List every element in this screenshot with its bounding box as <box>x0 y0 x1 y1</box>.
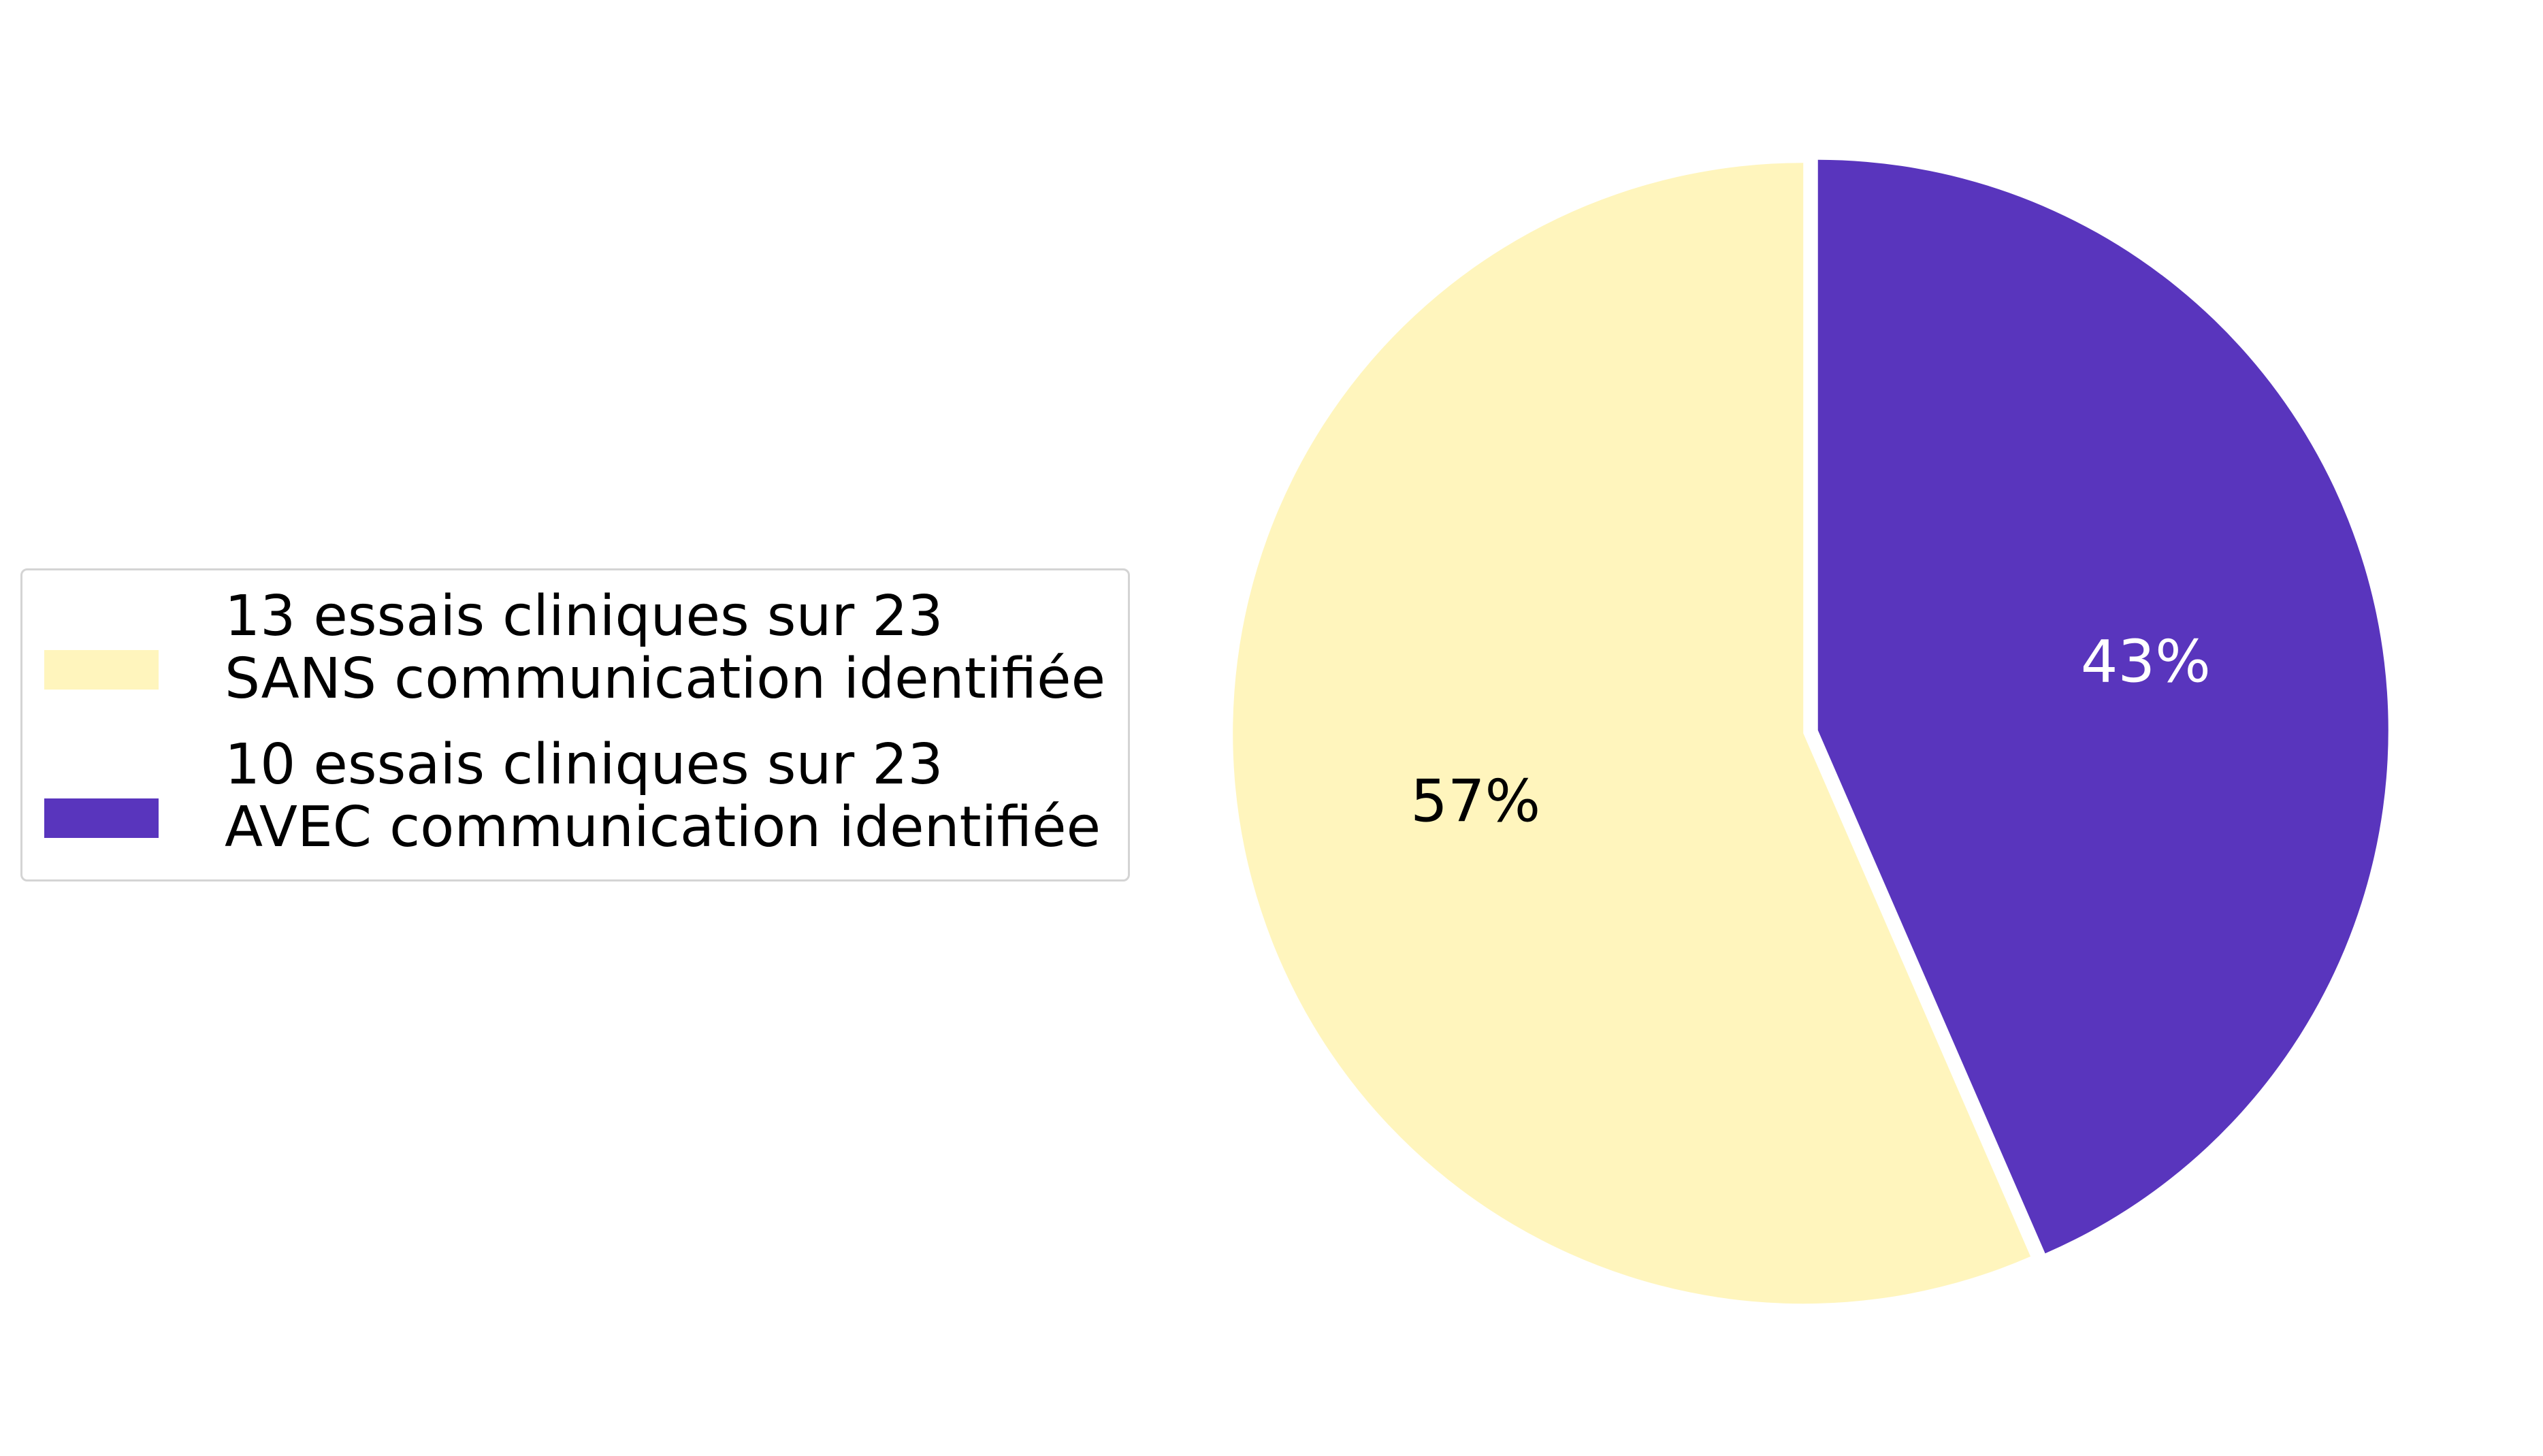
legend-label-sans: 13 essais cliniques sur 23 SANS communic… <box>225 585 1105 711</box>
pie-label-sans: 57% <box>1410 767 1540 835</box>
pie-slice-avec <box>1817 159 2388 1254</box>
pie-slice-sans <box>1233 163 2031 1304</box>
legend-label-avec-line1: 10 essais cliniques sur 23 <box>225 732 943 797</box>
legend-item-sans: 13 essais cliniques sur 23 SANS communic… <box>44 585 1120 722</box>
legend-label-sans-line2: SANS communication identifiée <box>225 647 1106 711</box>
legend-swatch-sans <box>44 650 159 690</box>
legend-label-avec-line2: AVEC communication identifiée <box>225 795 1101 860</box>
legend: 13 essais cliniques sur 23 SANS communic… <box>20 568 1130 881</box>
legend-swatch-avec <box>44 798 159 838</box>
legend-label-avec: 10 essais cliniques sur 23 AVEC communic… <box>225 734 1101 859</box>
pie-label-avec: 43% <box>2081 628 2211 696</box>
legend-label-sans-line1: 13 essais cliniques sur 23 <box>225 584 943 649</box>
legend-item-avec: 10 essais cliniques sur 23 AVEC communic… <box>44 734 1120 870</box>
